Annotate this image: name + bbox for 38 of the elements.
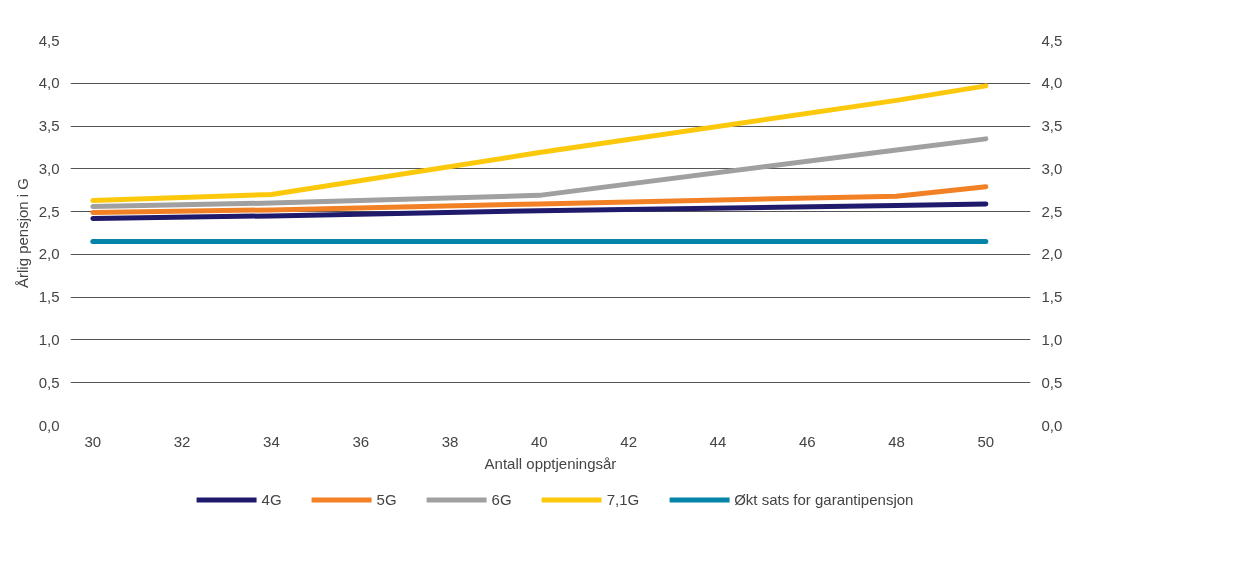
y2-tick-label: 2,5 bbox=[1041, 202, 1063, 220]
y-tick-label: 4,5 bbox=[38, 31, 60, 49]
y2-tick-label: 0,5 bbox=[1041, 373, 1063, 391]
x-tick-label: 30 bbox=[84, 432, 102, 450]
y-tick-label: 4,0 bbox=[38, 74, 60, 92]
x-tick-label: 46 bbox=[798, 432, 816, 450]
y2-tick-label: 4,0 bbox=[1041, 74, 1063, 92]
y2-tick-label: 0,0 bbox=[1041, 416, 1063, 434]
x-tick-label: 48 bbox=[888, 432, 905, 450]
y2-tick-label: 1,5 bbox=[1041, 288, 1063, 306]
y2-tick-label: 2,0 bbox=[1041, 245, 1063, 263]
y-tick-label: 1,5 bbox=[38, 288, 60, 306]
x-tick-label: 34 bbox=[263, 432, 280, 450]
x-axis-title: Antall opptjeningsår bbox=[484, 454, 617, 472]
y2-tick-label: 3,0 bbox=[1041, 159, 1063, 177]
x-tick-label: 42 bbox=[620, 432, 637, 450]
x-tick-label: 50 bbox=[977, 432, 995, 450]
y2-tick-label: 3,5 bbox=[1041, 117, 1063, 135]
y-tick-label: 2,5 bbox=[38, 202, 60, 220]
y-tick-label: 0,5 bbox=[38, 373, 60, 391]
x-tick-label: 36 bbox=[352, 432, 370, 450]
y-tick-label: 1,0 bbox=[38, 330, 60, 348]
y-tick-label: 0,0 bbox=[38, 416, 60, 434]
y-axis-title: Årlig pensjon i G bbox=[13, 177, 31, 289]
legend-label: 7,1G bbox=[606, 490, 640, 508]
x-tick-label: 44 bbox=[709, 432, 727, 450]
legend-label: 5G bbox=[376, 490, 397, 508]
x-tick-label: 32 bbox=[173, 432, 191, 450]
y-tick-label: 2,0 bbox=[38, 245, 60, 263]
y-tick-label: 3,0 bbox=[38, 159, 60, 177]
legend-label: 6G bbox=[491, 490, 512, 508]
x-tick-label: 40 bbox=[530, 432, 548, 450]
x-tick-label: 38 bbox=[441, 432, 459, 450]
y2-tick-label: 1,0 bbox=[1041, 330, 1063, 348]
legend-label: Økt sats for garantipensjon bbox=[734, 490, 914, 508]
legend-label: 4G bbox=[261, 490, 282, 508]
y-tick-label: 3,5 bbox=[38, 117, 60, 135]
y2-tick-label: 4,5 bbox=[1041, 31, 1063, 49]
